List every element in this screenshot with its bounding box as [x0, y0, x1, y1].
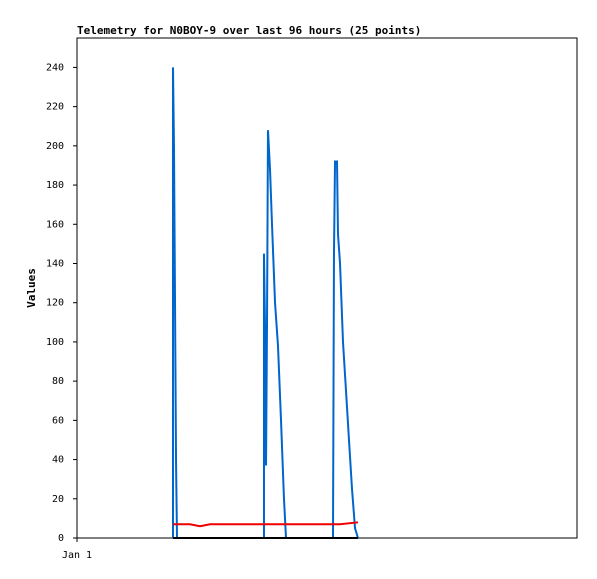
y-tick-label: 220 [46, 102, 64, 113]
y-tick-label: 140 [46, 258, 64, 269]
y-tick-label: 20 [52, 494, 64, 505]
y-tick-label: 80 [52, 376, 64, 387]
chart-title: Telemetry for N0BOY-9 over last 96 hours… [77, 24, 421, 37]
y-tick-label: 40 [52, 455, 64, 466]
y-tick-label: 180 [46, 180, 64, 191]
y-tick-label: 240 [46, 62, 64, 73]
y-tick-label: 120 [46, 298, 64, 309]
y-axis-label: Values [25, 268, 38, 308]
y-tick-label: 160 [46, 219, 64, 230]
series-line [172, 521, 359, 528]
y-tick-label: 200 [46, 141, 64, 152]
y-tick-label: 0 [58, 533, 64, 544]
y-tick-label: 100 [46, 337, 64, 348]
y-tick-label: 60 [52, 415, 64, 426]
x-tick-label: Jan 1 [62, 550, 92, 561]
